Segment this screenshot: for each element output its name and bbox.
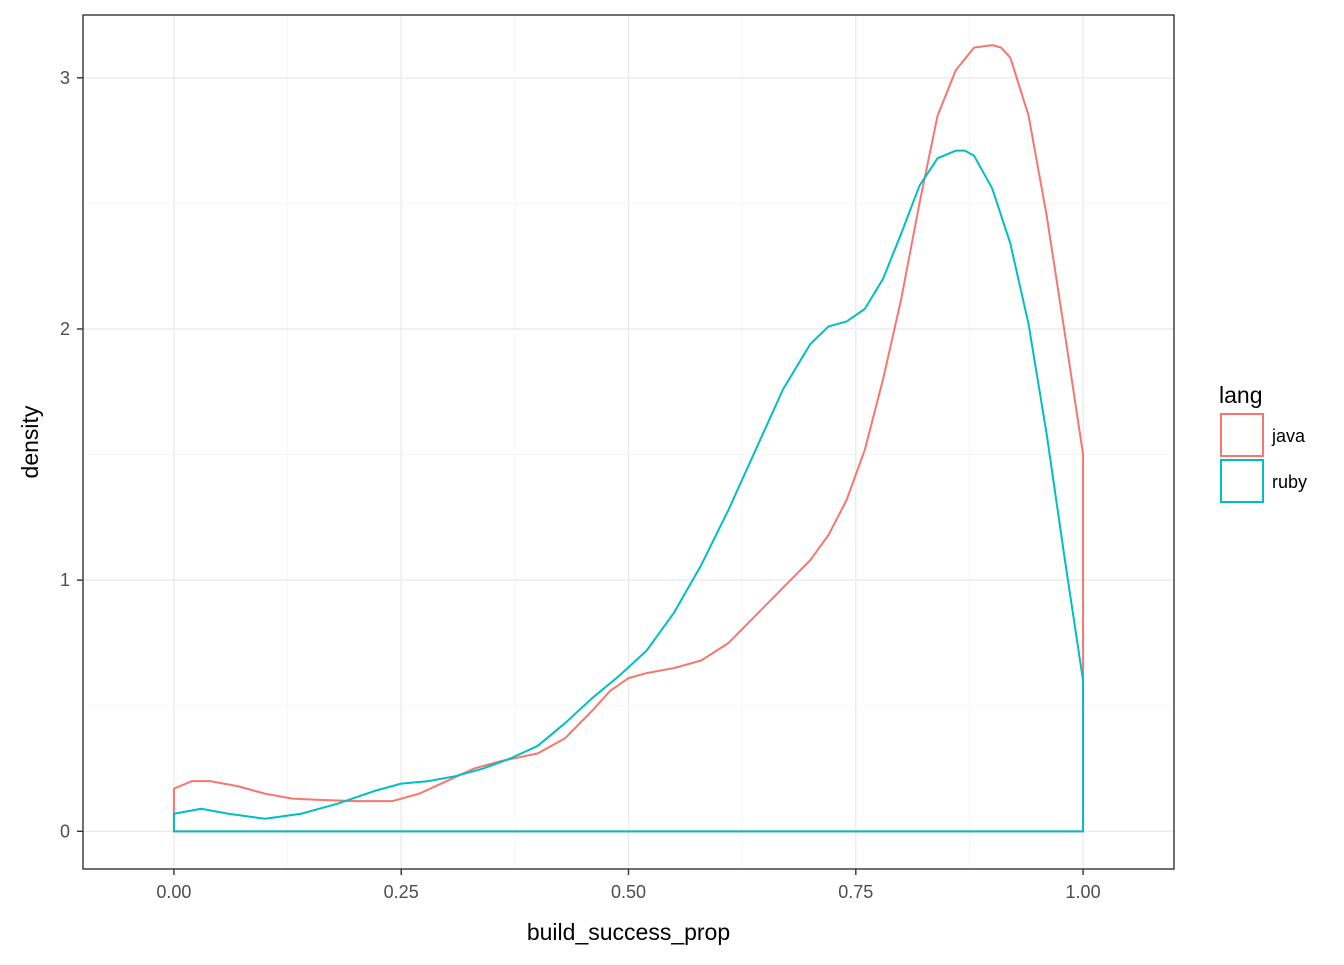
legend-label-ruby: ruby bbox=[1272, 472, 1307, 492]
x-tick-label: 0.00 bbox=[156, 882, 191, 902]
x-tick-label: 0.25 bbox=[384, 882, 419, 902]
density-curve-java bbox=[172, 44, 1085, 833]
legend-key-ruby bbox=[1220, 459, 1264, 503]
legend: lang java ruby bbox=[1219, 382, 1307, 503]
x-axis-ticks: 0.00 0.25 0.50 0.75 1.00 bbox=[156, 869, 1101, 902]
y-axis-title: density bbox=[17, 405, 43, 478]
y-axis-ticks: 0 1 2 3 bbox=[60, 68, 83, 841]
x-tick-label: 1.00 bbox=[1066, 882, 1101, 902]
y-tick-label: 2 bbox=[60, 319, 70, 339]
major-gridlines bbox=[83, 15, 1174, 869]
x-tick-label: 0.50 bbox=[611, 882, 646, 902]
y-tick-label: 1 bbox=[60, 570, 70, 590]
density-curves bbox=[172, 44, 1085, 833]
x-tick-label: 0.75 bbox=[838, 882, 873, 902]
legend-label-java: java bbox=[1271, 426, 1306, 446]
y-tick-label: 3 bbox=[60, 68, 70, 88]
x-axis-title: build_success_prop bbox=[527, 919, 730, 945]
density-curve-ruby bbox=[172, 149, 1085, 833]
legend-title: lang bbox=[1219, 382, 1262, 408]
legend-items: java ruby bbox=[1220, 413, 1307, 503]
legend-key-java bbox=[1220, 413, 1264, 457]
y-tick-label: 0 bbox=[60, 821, 70, 841]
